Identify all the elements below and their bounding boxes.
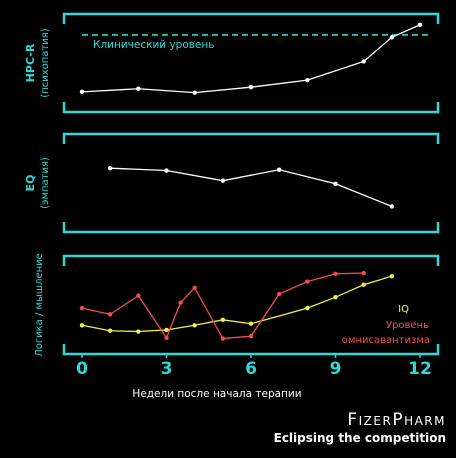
panel-2-ylabel-1: EQ xyxy=(24,175,37,192)
panel-3-series-1-point xyxy=(305,305,310,311)
panel-3-series-1-point xyxy=(361,282,366,287)
panel-3-series-2-point xyxy=(107,312,113,317)
panel-3-series-2-point xyxy=(178,300,183,305)
panel-3-ylabel-1: Логика / мышление xyxy=(34,253,45,357)
panel-1-series-1-point xyxy=(361,59,366,64)
panel-3-series-1-point xyxy=(136,329,141,334)
x-tick-label: 0 xyxy=(76,359,88,379)
panel-3-series-2-point xyxy=(79,305,85,311)
panel-2-series-1-point xyxy=(333,181,338,186)
panel-2-series-1-point xyxy=(164,168,169,173)
panel-3-series-1-point xyxy=(389,273,395,279)
panel-3-series-2-point xyxy=(164,335,169,340)
panel-2-series-1-point xyxy=(276,167,282,172)
clinical-level-label: Клинический уровень xyxy=(93,39,214,51)
panel-3-series-1-point xyxy=(107,328,113,333)
panel-3-series-1-point xyxy=(192,323,197,328)
panel-3-series-1-point xyxy=(220,317,226,323)
legend-omnisavant-line-2: омнисавантизма xyxy=(342,335,430,346)
panel-1-series-1-line xyxy=(81,24,421,94)
panel-3-series-2-point xyxy=(361,270,366,276)
panel-2-ylabel-2: (эмпатия) xyxy=(40,157,51,209)
panel-3-series-2-point xyxy=(136,293,141,298)
panel-frame-1 xyxy=(62,12,440,114)
x-tick-label: 3 xyxy=(161,359,173,379)
legend-omnisavant-line-1: Уровень xyxy=(386,320,429,331)
x-tick-label: 12 xyxy=(408,359,432,379)
x-tick-label: 6 xyxy=(245,359,257,379)
panel-3-series-2-point xyxy=(333,271,338,276)
panel-3-series-1-point xyxy=(79,323,85,328)
panel-1-series-1-point xyxy=(248,84,254,90)
panel-3-series-1-point xyxy=(248,321,254,326)
panel-2-series-1-point xyxy=(107,165,113,171)
panel-1-series-1-point xyxy=(192,90,197,95)
panel-3-series-2-line xyxy=(81,272,364,340)
brand-slogan: Eclipsing the competition xyxy=(273,431,446,445)
panel-1-series-1-point xyxy=(305,77,310,83)
panel-2-series-1-line xyxy=(110,167,393,208)
panel-2-series-1-point xyxy=(389,204,395,209)
legend-iq: IQ xyxy=(398,304,409,315)
panel-1-ylabel-2: (психопатия) xyxy=(40,28,51,97)
brand-block: FizerPharm Eclipsing the competition xyxy=(274,410,446,446)
brand-name: FizerPharm xyxy=(347,410,446,430)
panel-1-series-1-point xyxy=(389,35,395,40)
panel-2-series-1-point xyxy=(220,178,226,183)
panel-3-series-2-point xyxy=(220,336,226,341)
panel-frame-2 xyxy=(62,132,440,234)
panel-3-series-2-point xyxy=(305,279,310,284)
panel-3-series-2-point xyxy=(248,334,254,339)
panel-3-series-2-point xyxy=(192,285,197,291)
panel-1-series-1-point xyxy=(136,86,141,91)
panel-3-series-1-line xyxy=(81,275,393,333)
panel-3-series-1-point xyxy=(164,327,169,333)
x-tick-label: 9 xyxy=(330,359,342,379)
panel-1-series-1-point xyxy=(79,89,85,95)
panel-1-ylabel-1: HPC-R xyxy=(24,43,37,82)
x-axis-label: Недели после начала терапии xyxy=(132,388,301,400)
panel-1-series-1-point xyxy=(417,22,423,27)
panel-3-series-1-point xyxy=(333,295,338,300)
panel-3-series-2-point xyxy=(276,291,282,297)
